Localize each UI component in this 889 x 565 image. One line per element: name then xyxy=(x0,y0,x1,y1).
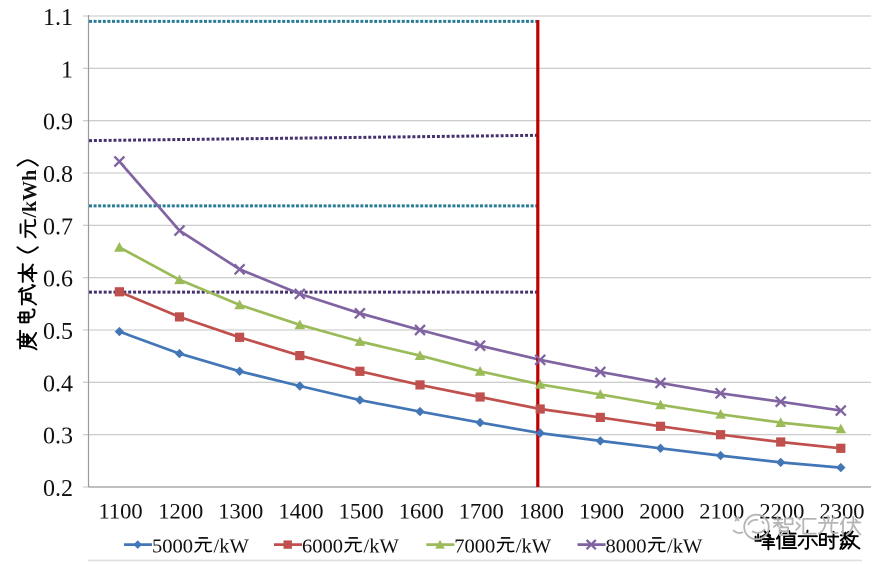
svg-text:1300: 1300 xyxy=(218,499,263,524)
svg-text:6000: 6000 xyxy=(302,535,343,557)
svg-text:1400: 1400 xyxy=(279,499,324,524)
svg-text:0.3: 0.3 xyxy=(43,424,73,450)
svg-text:0.2: 0.2 xyxy=(43,476,73,502)
svg-text:1: 1 xyxy=(61,57,73,83)
svg-text:7000: 7000 xyxy=(454,535,495,557)
svg-text:0.8: 0.8 xyxy=(43,162,73,188)
svg-text:0.7: 0.7 xyxy=(43,214,73,240)
svg-text:1500: 1500 xyxy=(339,499,384,524)
svg-text:/kW: /kW xyxy=(364,535,400,557)
svg-text:1800: 1800 xyxy=(519,499,564,524)
svg-text:/kWh: /kWh xyxy=(19,170,41,219)
svg-text:1200: 1200 xyxy=(158,499,203,524)
svg-text:2000: 2000 xyxy=(639,499,684,524)
svg-text:1900: 1900 xyxy=(579,499,624,524)
svg-text:/kW: /kW xyxy=(667,535,703,557)
svg-text:1.1: 1.1 xyxy=(43,5,73,31)
svg-text:/kW: /kW xyxy=(516,535,552,557)
svg-text:0.4: 0.4 xyxy=(43,371,73,397)
svg-text:0.5: 0.5 xyxy=(43,319,73,345)
svg-text:2300: 2300 xyxy=(820,499,865,524)
svg-text:8000: 8000 xyxy=(606,535,647,557)
svg-text:0.6: 0.6 xyxy=(43,267,73,293)
svg-text:/kW: /kW xyxy=(214,535,250,557)
svg-text:5000: 5000 xyxy=(152,535,193,557)
svg-text:1600: 1600 xyxy=(399,499,444,524)
svg-text:1100: 1100 xyxy=(99,499,143,524)
svg-text:1700: 1700 xyxy=(459,499,504,524)
svg-text:0.9: 0.9 xyxy=(43,110,73,136)
